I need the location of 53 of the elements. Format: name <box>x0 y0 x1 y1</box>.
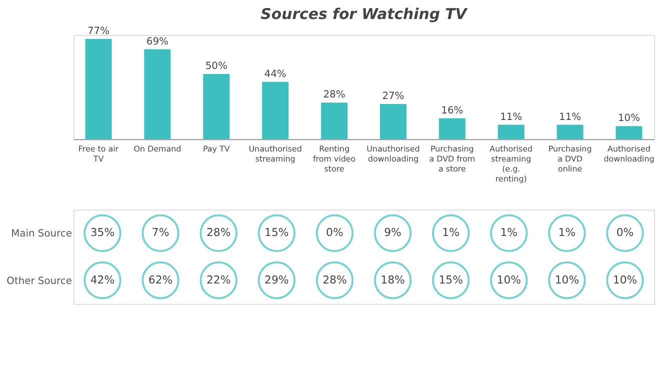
data-label: 1% <box>442 226 460 240</box>
bar <box>262 82 289 140</box>
data-label: 15% <box>264 226 289 240</box>
data-label: 0% <box>326 226 344 240</box>
data-label: 50% <box>205 61 228 72</box>
data-label: 77% <box>87 26 110 37</box>
data-label: 44% <box>264 68 286 80</box>
bar <box>144 49 171 140</box>
data-label: 1% <box>558 226 576 240</box>
x-tick-label: Authorised downloading <box>604 144 654 164</box>
y-tick-label: Main Source <box>11 228 72 240</box>
data-label: 1% <box>500 226 518 240</box>
data-label: 0% <box>616 226 634 240</box>
bar <box>438 118 466 140</box>
data-label: 62% <box>148 273 173 286</box>
x-tick-label: Purchasing a DVD from a store <box>429 144 476 174</box>
y-tick-label: Other Source <box>6 276 72 287</box>
bar <box>498 124 524 140</box>
x-tick-label: On Demand <box>134 144 182 154</box>
data-label: 16% <box>441 105 464 116</box>
data-label: 11% <box>500 112 522 123</box>
data-label: 29% <box>264 273 289 286</box>
data-label: 11% <box>559 112 582 123</box>
x-tick-label: Renting from video store <box>312 144 356 174</box>
bar <box>321 102 348 140</box>
data-label: 10% <box>612 273 638 286</box>
x-tick-label: Unauthorised streaming <box>248 144 302 164</box>
data-label: 35% <box>90 226 115 240</box>
data-label: 7% <box>152 226 170 240</box>
data-label: 69% <box>146 36 168 48</box>
x-tick-label: Unauthorised downloading <box>366 144 420 164</box>
chart-title: Sources for Watching TV <box>260 4 468 23</box>
x-tick-label: Authorised streaming (e.g. renting) <box>490 144 533 184</box>
data-label: 10% <box>618 113 640 124</box>
data-label: 28% <box>206 226 231 240</box>
bar <box>85 38 112 140</box>
bar <box>380 104 406 140</box>
bar <box>616 126 642 140</box>
data-label: 28% <box>322 273 347 286</box>
bar <box>203 74 230 140</box>
data-label: 27% <box>382 91 404 102</box>
data-label: 10% <box>496 273 522 286</box>
data-label: 22% <box>206 273 231 286</box>
data-label: 15% <box>438 273 463 286</box>
x-tick-label: Free to air TV <box>78 144 120 164</box>
bar <box>556 124 584 140</box>
data-label: 10% <box>554 273 580 286</box>
x-tick-label: Pay TV <box>203 144 230 154</box>
data-label: 9% <box>384 226 402 240</box>
data-label: 18% <box>380 273 405 286</box>
data-label: 42% <box>90 273 115 286</box>
x-tick-label: Purchasing a DVD online <box>548 144 592 174</box>
data-label: 28% <box>323 90 346 101</box>
